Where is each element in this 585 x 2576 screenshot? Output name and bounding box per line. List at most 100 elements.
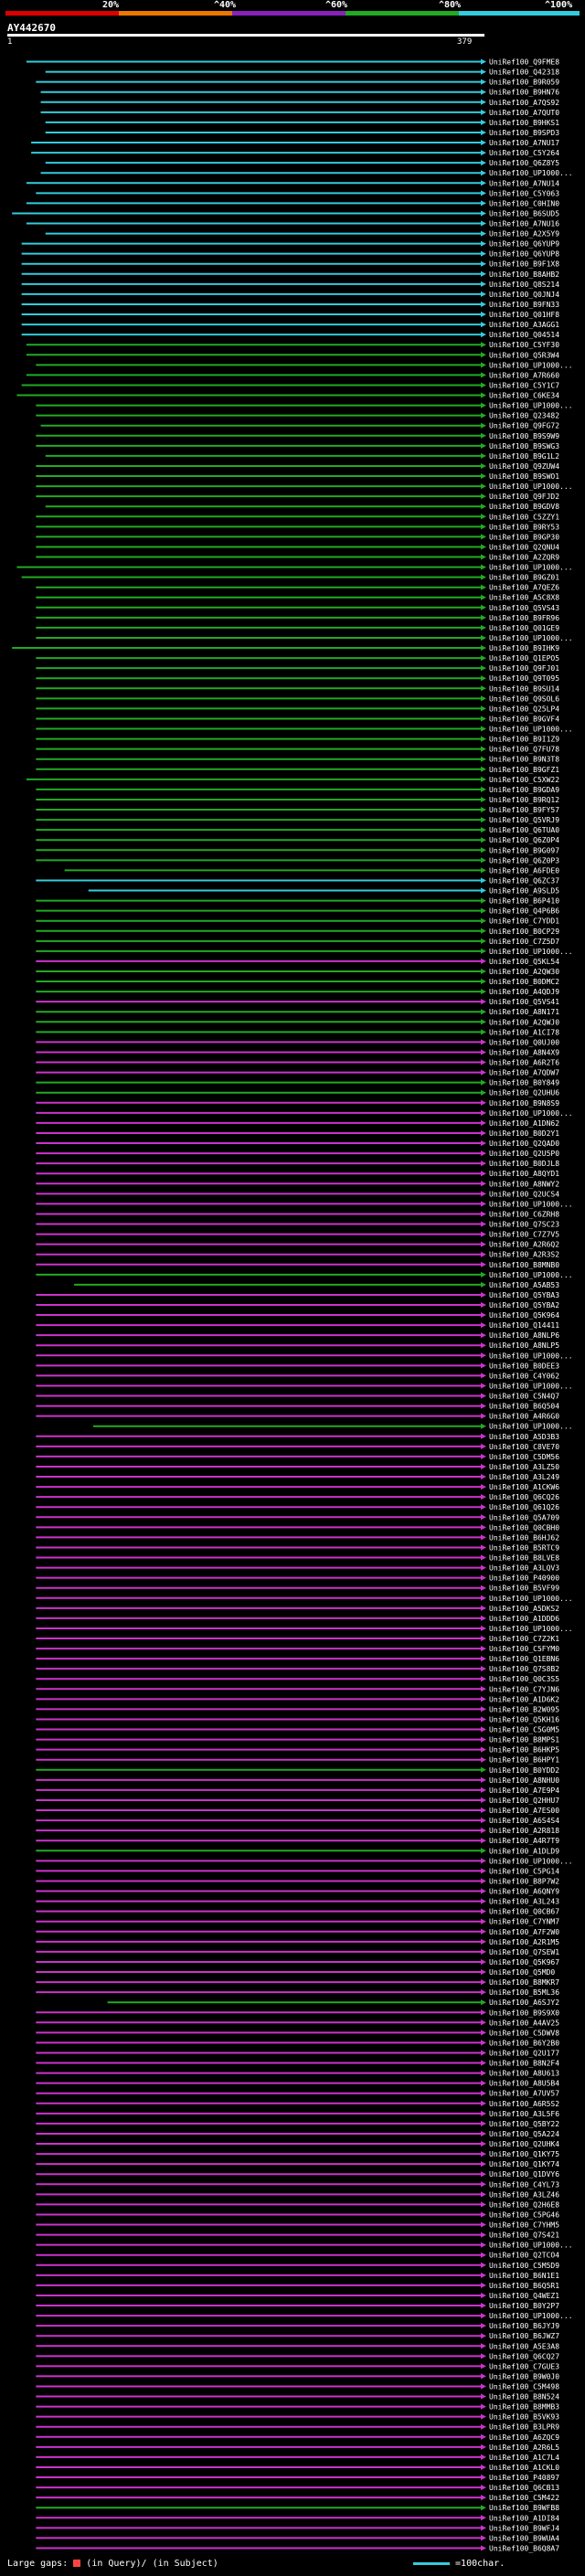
hit-row[interactable]: UniRef100_A2ZQR9 bbox=[36, 554, 559, 562]
hit-row[interactable]: UniRef100_A1C7L4 bbox=[36, 2454, 559, 2462]
hit-label[interactable]: UniRef100_C5G0M5 bbox=[489, 1726, 559, 1734]
hit-row[interactable]: UniRef100_B9GDV8 bbox=[45, 503, 559, 511]
hit-row[interactable]: UniRef100_B0Y2P7 bbox=[36, 2302, 559, 2310]
hit-label[interactable]: UniRef100_UP1000... bbox=[489, 2312, 573, 2320]
hit-label[interactable]: UniRef100_C4Y062 bbox=[489, 1372, 559, 1380]
hit-label[interactable]: UniRef100_A6ZQC9 bbox=[489, 2433, 559, 2442]
hit-row[interactable]: UniRef100_A7R660 bbox=[26, 371, 559, 379]
hit-row[interactable]: UniRef100_Q04514 bbox=[21, 331, 560, 339]
hit-label[interactable]: UniRef100_C4YL73 bbox=[489, 2180, 559, 2189]
hit-label[interactable]: UniRef100_A7QEZ6 bbox=[489, 584, 559, 592]
hit-label[interactable]: UniRef100_Q04514 bbox=[489, 331, 559, 339]
hit-label[interactable]: UniRef100_Q2HHU7 bbox=[489, 1797, 559, 1805]
hit-row[interactable]: UniRef100_B9GP30 bbox=[36, 533, 559, 541]
hit-label[interactable]: UniRef100_Q14411 bbox=[489, 1321, 559, 1330]
hit-row[interactable]: UniRef100_Q5KH16 bbox=[36, 1715, 559, 1723]
hit-row[interactable]: UniRef100_UP1000... bbox=[92, 1423, 573, 1431]
hit-row[interactable]: UniRef100_A7ES00 bbox=[36, 1807, 559, 1815]
hit-label[interactable]: UniRef100_Q9SOL6 bbox=[489, 694, 559, 703]
hit-row[interactable]: UniRef100_B0DJL8 bbox=[36, 1160, 559, 1168]
hit-row[interactable]: UniRef100_B0DEE3 bbox=[36, 1362, 559, 1370]
hit-row[interactable]: UniRef100_B9RQ12 bbox=[36, 796, 559, 804]
hit-label[interactable]: UniRef100_UP1000... bbox=[489, 1271, 573, 1279]
hit-label[interactable]: UniRef100_Q5K967 bbox=[489, 1958, 559, 1966]
hit-row[interactable]: UniRef100_Q6CQ27 bbox=[36, 2352, 559, 2360]
hit-label[interactable]: UniRef100_UP1000... bbox=[489, 634, 573, 642]
hit-row[interactable]: UniRef100_UP1000... bbox=[36, 361, 573, 369]
hit-label[interactable]: UniRef100_Q1EBN6 bbox=[489, 1655, 559, 1663]
hit-label[interactable]: UniRef100_B9G1L2 bbox=[489, 452, 559, 461]
hit-row[interactable]: UniRef100_UP1000... bbox=[36, 1271, 573, 1279]
hit-row[interactable]: UniRef100_B9WUA4 bbox=[36, 2534, 559, 2542]
hit-label[interactable]: UniRef100_C6ZRH8 bbox=[489, 1210, 559, 1218]
hit-row[interactable]: UniRef100_UP1000... bbox=[36, 1382, 573, 1390]
hit-row[interactable]: UniRef100_B6Q504 bbox=[36, 1403, 559, 1411]
hit-row[interactable]: UniRef100_A6S4S4 bbox=[36, 1817, 559, 1825]
hit-row[interactable]: UniRef100_Q0JNJ4 bbox=[21, 291, 560, 299]
hit-label[interactable]: UniRef100_Q5KH16 bbox=[489, 1715, 559, 1723]
hit-label[interactable]: UniRef100_B6JYJ9 bbox=[489, 2322, 559, 2330]
hit-label[interactable]: UniRef100_B9GP30 bbox=[489, 533, 559, 541]
hit-row[interactable]: UniRef100_Q4P6B6 bbox=[36, 907, 559, 916]
hit-label[interactable]: UniRef100_Q1KY74 bbox=[489, 2160, 559, 2168]
hit-label[interactable]: UniRef100_A6QNY9 bbox=[489, 1888, 559, 1896]
hit-label[interactable]: UniRef100_Q5KL54 bbox=[489, 958, 559, 966]
hit-label[interactable]: UniRef100_B6Q8A7 bbox=[489, 2544, 559, 2552]
hit-label[interactable]: UniRef100_B2W095 bbox=[489, 1705, 559, 1713]
hit-row[interactable]: UniRef100_C7Z2K1 bbox=[36, 1635, 559, 1643]
hit-label[interactable]: UniRef100_A3LZ50 bbox=[489, 1463, 559, 1471]
hit-label[interactable]: UniRef100_Q5MD0 bbox=[489, 1968, 555, 1977]
hit-row[interactable]: UniRef100_B9SU14 bbox=[36, 684, 559, 693]
hit-row[interactable]: UniRef100_UP1000... bbox=[36, 948, 573, 956]
hit-row[interactable]: UniRef100_C7GUE3 bbox=[36, 2362, 559, 2370]
hit-label[interactable]: UniRef100_A6S4S4 bbox=[489, 1817, 559, 1825]
hit-row[interactable]: UniRef100_A3L5F6 bbox=[36, 2110, 559, 2118]
hit-row[interactable]: UniRef100_UP1000... bbox=[36, 2242, 573, 2250]
hit-row[interactable]: UniRef100_A3AGG1 bbox=[21, 321, 560, 329]
hit-row[interactable]: UniRef100_B9G097 bbox=[36, 846, 559, 854]
hit-label[interactable]: UniRef100_A8NHU0 bbox=[489, 1776, 559, 1785]
hit-label[interactable]: UniRef100_Q5YBA2 bbox=[489, 1301, 559, 1309]
hit-label[interactable]: UniRef100_B6JWZ7 bbox=[489, 2332, 559, 2340]
hit-row[interactable]: UniRef100_Q6Z0P3 bbox=[36, 856, 559, 864]
hit-row[interactable]: UniRef100_C5XW22 bbox=[26, 776, 559, 784]
hit-label[interactable]: UniRef100_UP1000... bbox=[489, 726, 573, 734]
hit-row[interactable]: UniRef100_B9FR96 bbox=[36, 614, 559, 622]
hit-row[interactable]: UniRef100_B9RY53 bbox=[36, 523, 559, 531]
hit-label[interactable]: UniRef100_Q5VRJ9 bbox=[489, 816, 559, 824]
hit-label[interactable]: UniRef100_Q2H6E8 bbox=[489, 2200, 559, 2209]
hit-label[interactable]: UniRef100_A7R660 bbox=[489, 371, 559, 379]
hit-label[interactable]: UniRef100_B9SWG3 bbox=[489, 442, 559, 451]
hit-label[interactable]: UniRef100_A5D3B3 bbox=[489, 1433, 559, 1441]
hit-label[interactable]: UniRef100_B6HKP5 bbox=[489, 1746, 559, 1754]
hit-row[interactable]: UniRef100_Q14411 bbox=[36, 1321, 559, 1330]
hit-label[interactable]: UniRef100_A2QW30 bbox=[489, 968, 559, 976]
hit-label[interactable]: UniRef100_B9FN33 bbox=[489, 301, 559, 309]
hit-row[interactable]: UniRef100_A1CKW6 bbox=[36, 1483, 559, 1491]
hit-row[interactable]: UniRef100_B0YDD2 bbox=[36, 1766, 559, 1775]
hit-label[interactable]: UniRef100_UP1000... bbox=[489, 948, 573, 956]
hit-row[interactable]: UniRef100_C8VE70 bbox=[36, 1443, 559, 1451]
hit-row[interactable]: UniRef100_Q6TUA0 bbox=[36, 826, 559, 834]
hit-label[interactable]: UniRef100_C6KE34 bbox=[489, 392, 559, 400]
hit-row[interactable]: UniRef100_A3L249 bbox=[36, 1473, 559, 1481]
hit-label[interactable]: UniRef100_C5YF30 bbox=[489, 341, 559, 349]
hit-row[interactable]: UniRef100_A3LZ46 bbox=[36, 2190, 559, 2199]
hit-label[interactable]: UniRef100_C8VE70 bbox=[489, 1443, 559, 1451]
hit-row[interactable]: UniRef100_A7F2W0 bbox=[36, 1928, 559, 1936]
hit-row[interactable]: UniRef100_Q0CB67 bbox=[36, 1908, 559, 1916]
hit-label[interactable]: UniRef100_A3L243 bbox=[489, 1898, 559, 1906]
hit-row[interactable]: UniRef100_Q5K964 bbox=[36, 1311, 559, 1320]
hit-row[interactable]: UniRef100_Q6CB13 bbox=[36, 2484, 559, 2492]
hit-row[interactable]: UniRef100_B9GFZ1 bbox=[36, 766, 559, 774]
hit-label[interactable]: UniRef100_UP1000... bbox=[489, 402, 573, 410]
hit-label[interactable]: UniRef100_UP1000... bbox=[489, 2242, 573, 2250]
hit-row[interactable]: UniRef100_B9S9W9 bbox=[36, 432, 559, 440]
hit-row[interactable]: UniRef100_C7Z7V5 bbox=[36, 1231, 559, 1239]
hit-row[interactable]: UniRef100_Q7S8B2 bbox=[36, 1665, 559, 1673]
hit-row[interactable]: UniRef100_Q2UHU6 bbox=[36, 1089, 559, 1097]
hit-row[interactable]: UniRef100_A2QW30 bbox=[36, 968, 559, 976]
hit-row[interactable]: UniRef100_A8U5B4 bbox=[36, 2080, 559, 2088]
hit-label[interactable]: UniRef100_Q4WEZ1 bbox=[489, 2292, 559, 2300]
hit-row[interactable]: UniRef100_A7NU16 bbox=[26, 220, 559, 228]
